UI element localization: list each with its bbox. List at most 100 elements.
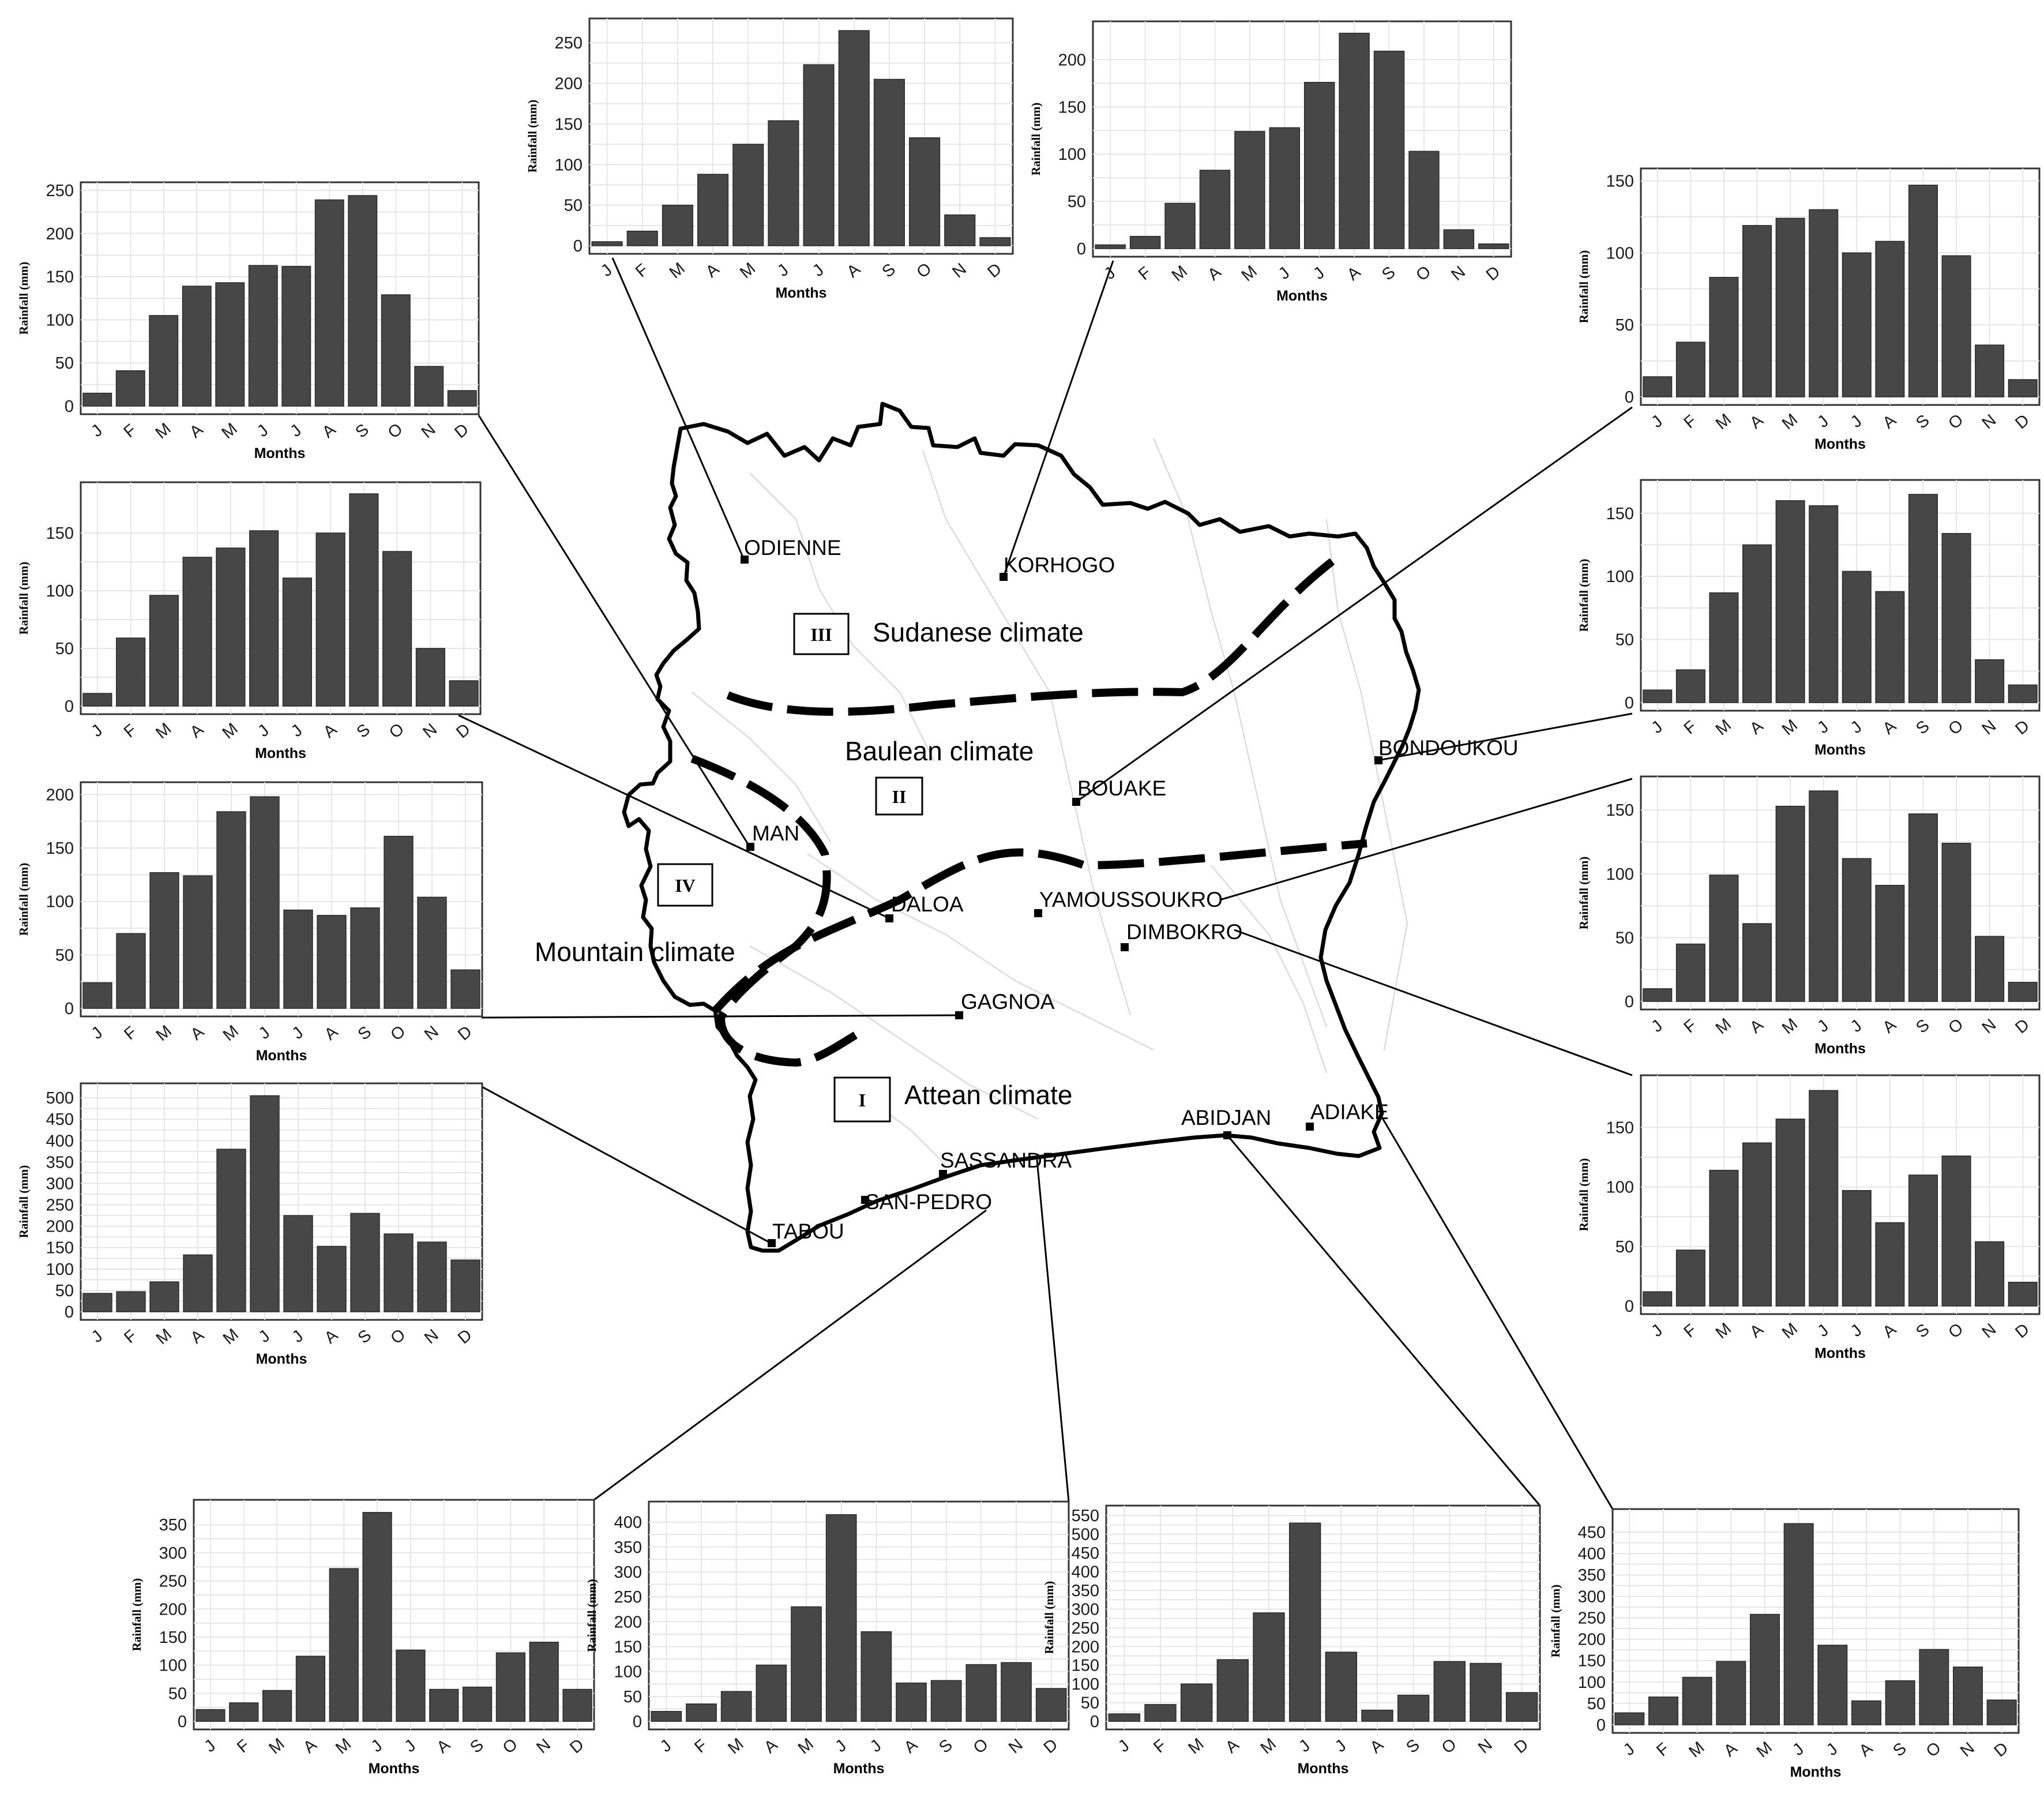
y-tick-label: 500 — [46, 1089, 74, 1108]
bar-a-8 — [838, 30, 870, 246]
x-tick-label: J — [809, 261, 828, 280]
y-axis-title: Rainfall (mm) — [1577, 857, 1591, 930]
x-tick-label: N — [421, 1022, 442, 1044]
zone-I-numeral: I — [859, 1090, 866, 1110]
zone-IV-numeral: IV — [675, 875, 696, 896]
x-tick-label: J — [1814, 718, 1832, 737]
zone-III: III Sudanese climate — [793, 613, 1084, 655]
x-tick-label: M — [1238, 262, 1261, 285]
x-axis-title: Months — [1790, 1764, 1842, 1780]
bar-f-2 — [116, 1291, 146, 1312]
chart-frame — [193, 1499, 595, 1731]
x-tick-label: F — [121, 1326, 140, 1347]
y-tick-label: 250 — [159, 1573, 187, 1591]
x-tick-label: M — [1779, 716, 1801, 739]
y-tick-label: 150 — [1606, 172, 1634, 190]
bar-f-2 — [1675, 669, 1705, 703]
y-tick-label: 0 — [178, 1713, 187, 1731]
city-sassandra: SASSANDRA — [939, 1149, 1072, 1178]
bar-j-6 — [248, 265, 278, 407]
bar-j-6 — [1288, 1522, 1321, 1722]
y-tick-label: 400 — [1072, 1563, 1099, 1582]
bar-m-3 — [149, 595, 179, 707]
x-tick-label: F — [1135, 263, 1155, 284]
bar-j-1 — [1643, 689, 1673, 703]
y-tick-label: 100 — [614, 1663, 642, 1682]
bar-m-5 — [1775, 1119, 1805, 1307]
x-axis-title: Months — [369, 1761, 420, 1777]
x-tick-label: N — [1957, 1739, 1978, 1761]
y-tick-label: 150 — [1606, 1119, 1634, 1137]
city-san-pedro: SAN-PEDRO — [861, 1190, 992, 1214]
x-tick-label: F — [691, 1736, 711, 1757]
y-tick-label: 50 — [1615, 1238, 1634, 1256]
bar-n-11 — [1953, 1667, 1983, 1725]
bar-j-6 — [1809, 1090, 1839, 1307]
bar-o-10 — [384, 1233, 414, 1312]
bar-n-11 — [417, 1241, 447, 1312]
bar-a-4 — [1216, 1659, 1249, 1722]
bar-s-9 — [1373, 50, 1405, 249]
sudanese-climate-label: Sudanese climate — [873, 617, 1084, 647]
x-tick-label: M — [153, 1022, 175, 1045]
y-tick-label: 100 — [1606, 568, 1634, 586]
x-tick-label: D — [1040, 1735, 1062, 1757]
y-tick-label: 200 — [46, 786, 74, 804]
y-tick-label: 200 — [46, 225, 74, 243]
x-tick-label: N — [1979, 1015, 2000, 1037]
city-abidjan: ABIDJAN — [1181, 1106, 1271, 1139]
bar-j-6 — [250, 796, 280, 1009]
x-tick-label: M — [1779, 410, 1801, 433]
bar-o-10 — [495, 1652, 526, 1722]
x-tick-label: M — [332, 1735, 355, 1758]
x-tick-label: J — [1620, 1740, 1639, 1759]
chart-frame — [588, 17, 1014, 255]
y-tick-label: 350 — [46, 1153, 74, 1172]
bar-j-7 — [861, 1631, 892, 1722]
x-tick-label: J — [1648, 1321, 1666, 1341]
bar-j-7 — [283, 909, 313, 1009]
bar-m-5 — [1234, 131, 1265, 249]
bar-n-11 — [1975, 936, 2005, 1002]
x-tick-label: A — [1880, 716, 1900, 738]
bar-m-3 — [149, 1281, 179, 1312]
bar-n-11 — [414, 366, 444, 407]
y-tick-label: 100 — [1058, 145, 1086, 164]
bar-m-3 — [1709, 875, 1739, 1002]
y-tick-label: 0 — [1625, 694, 1634, 712]
bar-j-6 — [1809, 505, 1839, 703]
y-tick-label: 150 — [614, 1638, 642, 1656]
x-tick-label: N — [421, 1326, 442, 1348]
y-tick-label: 0 — [1625, 993, 1634, 1011]
bar-j-6 — [249, 530, 279, 707]
bar-j-7 — [1325, 1652, 1358, 1722]
bar-n-11 — [529, 1641, 559, 1722]
x-tick-label: M — [153, 1325, 175, 1348]
y-tick-label: 50 — [564, 197, 583, 215]
zone-II: II Baulean climate — [845, 736, 1034, 816]
y-tick-label: 0 — [633, 1713, 642, 1731]
y-axis-title: Rainfall (mm) — [1042, 1581, 1056, 1654]
bar-a-8 — [1875, 241, 1905, 397]
x-tick-label: M — [152, 719, 175, 742]
x-tick-label: O — [1945, 1320, 1967, 1342]
x-tick-label: A — [1856, 1739, 1877, 1760]
y-tick-label: 100 — [46, 582, 74, 601]
x-tick-label: J — [1275, 264, 1294, 283]
bar-s-9 — [349, 493, 379, 707]
leader-odienne — [611, 257, 745, 560]
bar-s-9 — [350, 907, 380, 1009]
city-label-san-pedro: SAN-PEDRO — [865, 1190, 992, 1214]
bar-j-6 — [768, 120, 799, 246]
x-tick-label: D — [1483, 262, 1504, 284]
x-tick-label: M — [1779, 1015, 1801, 1038]
bar-o-10 — [965, 1664, 997, 1722]
cote-divoire-map — [622, 401, 1421, 1253]
x-axis-title: Months — [1298, 1761, 1349, 1777]
chart-frame — [1105, 1504, 1541, 1731]
zone-IV: IV Mountain climate — [535, 863, 735, 967]
